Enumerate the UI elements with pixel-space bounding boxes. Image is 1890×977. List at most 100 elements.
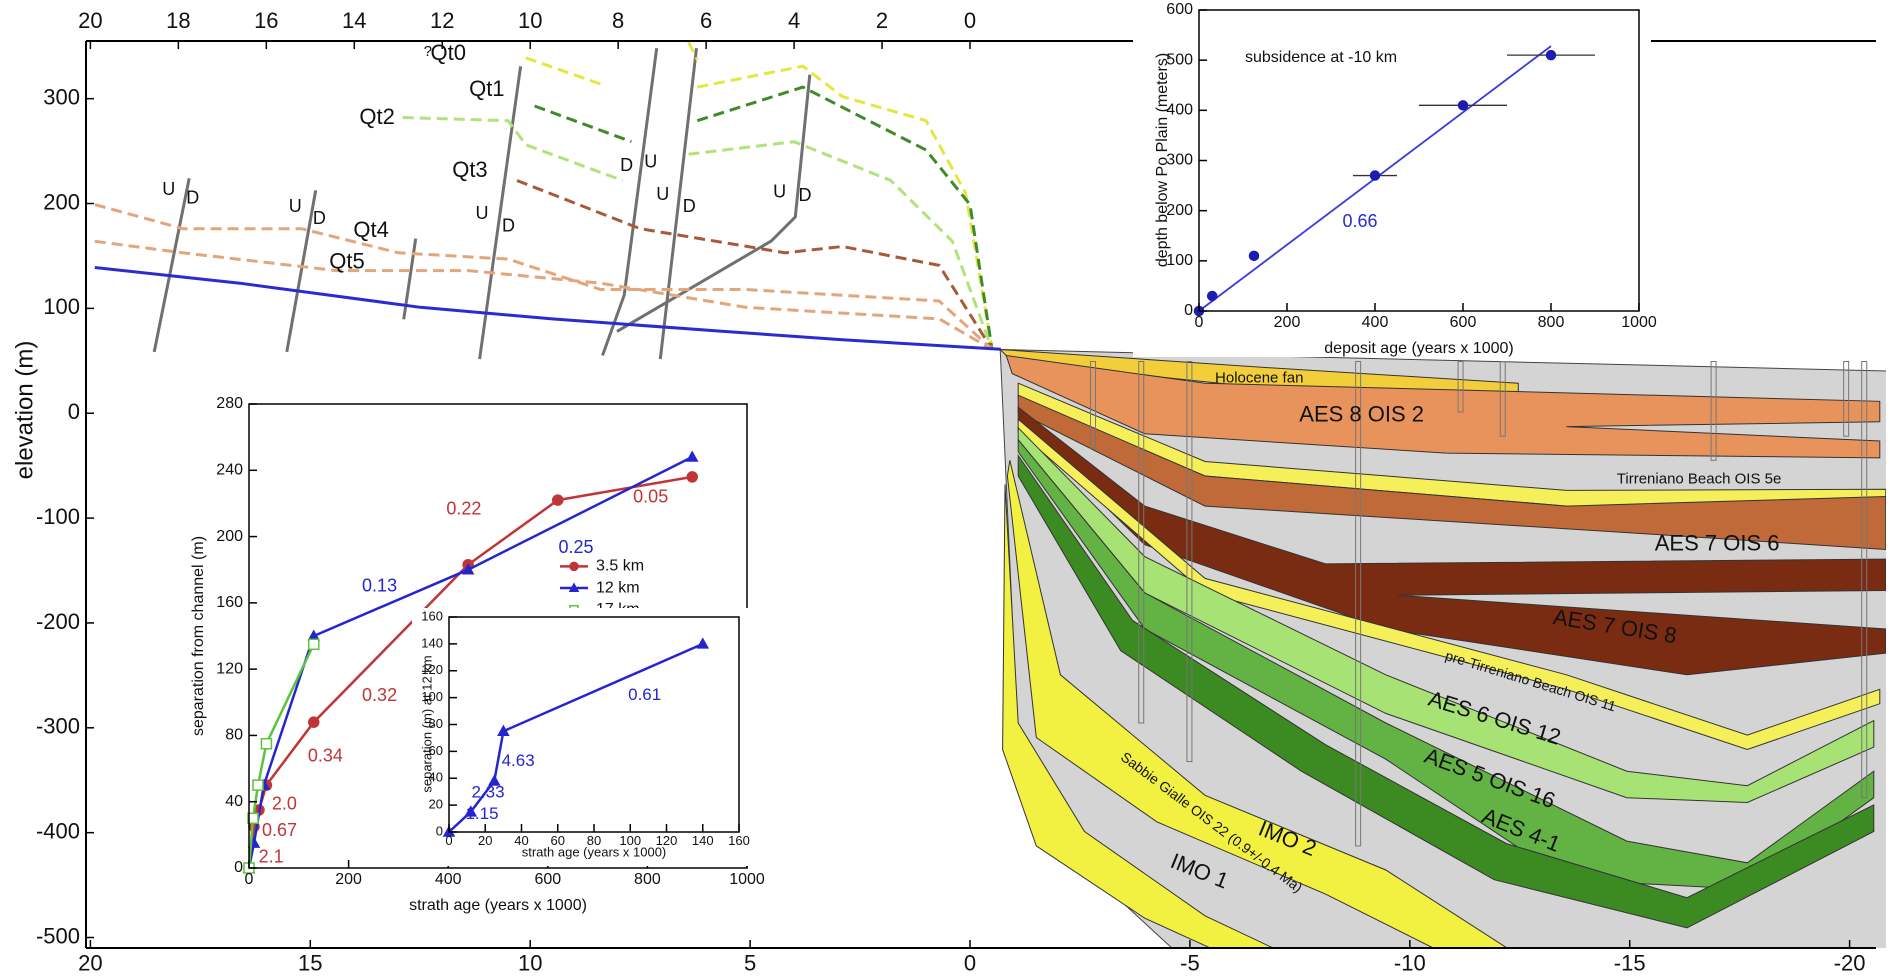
data-point	[1208, 291, 1217, 300]
y-tick-label: 160	[216, 594, 243, 611]
fault-label: U	[476, 203, 489, 223]
x-tick-label: 600	[534, 871, 561, 888]
x-axis-label: strath age (years x 1000)	[409, 897, 587, 914]
series-label: Qt2	[359, 104, 394, 129]
y-tick-label: -100	[36, 504, 80, 529]
x-tick-label: 400	[435, 871, 462, 888]
y-tick-label: 80	[225, 727, 243, 744]
series-label: Qt0	[431, 40, 466, 65]
data-point	[261, 739, 271, 749]
slope-label: 2.0	[272, 794, 297, 814]
x2-tick-label: 0	[964, 8, 976, 33]
fault-label: D	[502, 215, 515, 235]
y-tick-label: 0	[1184, 302, 1193, 319]
y-tick-label: -300	[36, 714, 80, 739]
x2-tick-label: 8	[612, 8, 624, 33]
data-point	[253, 780, 263, 790]
annotation: AES 8 OIS 2	[1299, 402, 1424, 427]
x2-tick-label: 14	[342, 8, 366, 33]
data-point	[1459, 101, 1468, 110]
x2-tick-label: 10	[518, 8, 542, 33]
legend-label: 3.5 km	[596, 558, 644, 575]
slope-label: 4.63	[502, 751, 535, 770]
x-tick-label: 1000	[1621, 314, 1657, 331]
fault-label: D	[313, 208, 326, 228]
x2-tick-label: 2	[876, 8, 888, 33]
y-tick-label: 200	[216, 528, 243, 545]
y-tick-label: 280	[216, 395, 243, 412]
x-tick-label: -15	[1614, 950, 1646, 975]
slope-label: 0.32	[362, 685, 397, 705]
fault-label: U	[644, 151, 657, 171]
x-tick-label: -5	[1180, 950, 1200, 975]
x-tick-label: 140	[692, 833, 714, 848]
y-tick-label: 0	[436, 823, 443, 838]
x2-tick-label: 12	[430, 8, 454, 33]
x-tick-label: -10	[1394, 950, 1426, 975]
data-point	[687, 472, 697, 482]
x-tick-label: 5	[744, 950, 756, 975]
x2-tick-label: 4	[788, 8, 800, 33]
y-tick-label: -200	[36, 609, 80, 634]
y-tick-label: 600	[1166, 1, 1193, 18]
data-point	[1250, 251, 1259, 260]
x2-tick-label: 18	[166, 8, 190, 33]
legend-marker	[570, 562, 578, 570]
figure: 3002001000-100-200-300-400-50020151050-5…	[0, 0, 1890, 977]
data-point	[1371, 171, 1380, 180]
x-tick-label: 400	[1362, 314, 1389, 331]
slope-label: 2.1	[259, 847, 284, 867]
fault-label: U	[773, 182, 786, 202]
x-axis-label: strath age (years x 1000)	[522, 844, 667, 859]
x-tick-label: 10	[518, 950, 542, 975]
series-label: Qt1	[469, 76, 504, 101]
y-tick-label: 140	[421, 635, 443, 650]
y-tick-label: 0	[234, 859, 243, 876]
slope-label: 0.22	[446, 498, 481, 518]
x-tick-label: 0	[1195, 314, 1204, 331]
y-tick-label: 0	[68, 399, 80, 424]
x2-tick-label: 20	[78, 8, 102, 33]
annotation: ?	[424, 43, 432, 60]
legend-label: 12 km	[596, 579, 640, 596]
slope-label: 0.34	[308, 745, 343, 765]
y-axis-label: separation (m) at 12 km	[419, 655, 434, 792]
x-tick-label: 800	[634, 871, 661, 888]
slope-label: 0.25	[558, 537, 593, 557]
x2-tick-label: 16	[254, 8, 278, 33]
x2-tick-label: 6	[700, 8, 712, 33]
y-tick-label: -400	[36, 818, 80, 843]
series-label: Qt5	[329, 249, 364, 274]
slope-label: 0.61	[628, 685, 661, 704]
fault-label: D	[683, 196, 696, 216]
data-point	[309, 717, 319, 727]
slope-label: 0.05	[633, 486, 668, 506]
slope-label: 0.66	[1342, 211, 1377, 231]
fault-label: D	[620, 155, 633, 175]
y-tick-label: 20	[429, 797, 443, 812]
y-tick-label: 100	[43, 294, 80, 319]
x-tick-label: 0	[445, 833, 452, 848]
x-tick-label: 1000	[729, 871, 765, 888]
x-axis-label: deposit age (years x 1000)	[1324, 340, 1513, 357]
fault-label: D	[798, 185, 811, 205]
data-point	[553, 495, 563, 505]
y-axis-label: separation from channel (m)	[190, 536, 207, 736]
y-tick-label: 200	[43, 189, 80, 214]
annotation: AES 7 OIS 6	[1655, 530, 1780, 555]
x-tick-label: 160	[728, 833, 750, 848]
data-point	[1547, 51, 1556, 60]
y-tick-label: 40	[225, 793, 243, 810]
slope-label: 0.13	[362, 576, 397, 596]
x-tick-label: -20	[1834, 950, 1866, 975]
x-tick-label: 20	[78, 950, 102, 975]
fault-label: D	[186, 188, 199, 208]
geology	[1000, 350, 1890, 977]
x-tick-label: 0	[245, 871, 254, 888]
fault-label: U	[289, 196, 302, 216]
y-tick-label: 120	[216, 660, 243, 677]
x-tick-label: 20	[478, 833, 492, 848]
y-tick-label: 240	[216, 462, 243, 479]
x-tick-label: 800	[1538, 314, 1565, 331]
y-axis-label: depth below Po Plain (meters)	[1154, 53, 1171, 267]
